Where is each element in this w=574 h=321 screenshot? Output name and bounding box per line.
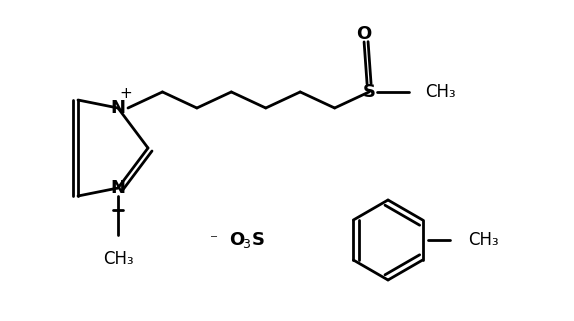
- Text: O: O: [356, 25, 372, 43]
- Text: S: S: [363, 83, 375, 101]
- Text: CH₃: CH₃: [103, 250, 133, 268]
- Text: N: N: [111, 99, 126, 117]
- Text: CH₃: CH₃: [425, 83, 456, 101]
- Text: S: S: [251, 231, 265, 249]
- Text: CH₃: CH₃: [468, 231, 499, 249]
- Text: ⁻: ⁻: [210, 232, 218, 247]
- Text: +: +: [119, 86, 133, 101]
- Text: O: O: [230, 231, 245, 249]
- Text: N: N: [111, 179, 126, 197]
- Text: 3: 3: [242, 239, 250, 251]
